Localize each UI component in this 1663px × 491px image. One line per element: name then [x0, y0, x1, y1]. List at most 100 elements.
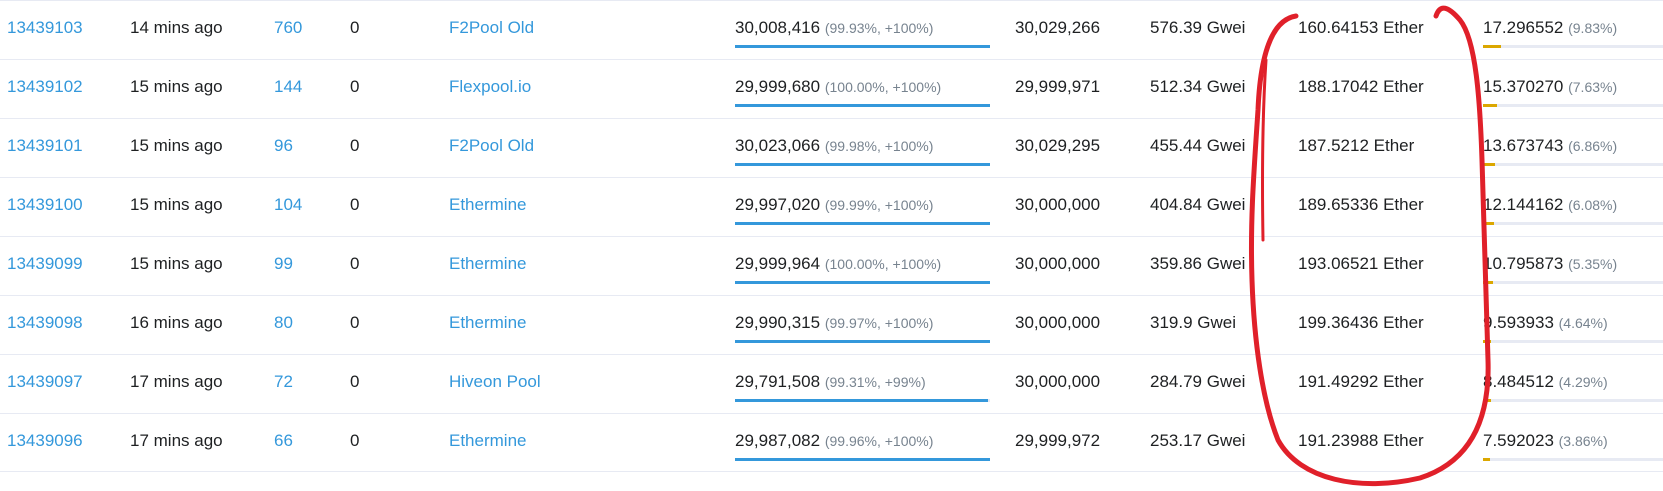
block-number-link[interactable]: 13439098: [7, 313, 83, 332]
gas-limit: 29,999,971: [1015, 77, 1101, 96]
gas-used-bar-fill: [735, 45, 990, 48]
burnt-fees-value: 7.592023: [1483, 431, 1554, 450]
block-reward: 187.5212 Ether: [1298, 136, 1415, 155]
miner-link[interactable]: Flexpool.io: [449, 77, 532, 96]
txn-count-link[interactable]: 760: [274, 18, 303, 37]
burnt-fees: 17.296552 (9.83%): [1483, 18, 1617, 38]
block-reward: 199.36436 Ether: [1298, 313, 1424, 332]
gas-limit: 30,000,000: [1015, 372, 1101, 391]
burnt-fees-bar-fill: [1483, 45, 1501, 48]
burnt-fees-bar-fill: [1483, 399, 1491, 402]
burnt-fees-bar-fill: [1483, 104, 1497, 107]
burnt-fees-bar: [1483, 340, 1663, 343]
table-row: 13439101 15 mins ago 96 0 F2Pool Old 30,…: [0, 118, 1663, 177]
burnt-fees-value: 15.370270: [1483, 77, 1564, 96]
gas-used-bar: [735, 399, 990, 402]
gas-used-bar: [735, 104, 990, 107]
block-age: 16 mins ago: [130, 313, 223, 332]
txn-count-link[interactable]: 104: [274, 195, 303, 214]
burnt-fees-percent: (4.64%): [1558, 315, 1608, 331]
gas-used-percent: (99.99%, +100%): [824, 197, 934, 213]
miner-link[interactable]: Ethermine: [449, 195, 527, 214]
burnt-fees: 10.795873 (5.35%): [1483, 254, 1617, 274]
gas-used-value: 29,999,680: [735, 77, 821, 96]
gas-used-percent: (99.97%, +100%): [824, 315, 934, 331]
block-number-link[interactable]: 13439097: [7, 372, 83, 391]
gas-used: 29,999,964 (100.00%, +100%): [735, 254, 941, 274]
block-number-link[interactable]: 13439100: [7, 195, 83, 214]
burnt-fees: 7.592023 (3.86%): [1483, 431, 1608, 451]
gas-used-value: 30,008,416: [735, 18, 821, 37]
burnt-fees: 8.484512 (4.29%): [1483, 372, 1608, 392]
burnt-fees-percent: (5.35%): [1568, 256, 1618, 272]
base-fee: 319.9 Gwei: [1150, 313, 1236, 332]
gas-limit: 30,000,000: [1015, 313, 1101, 332]
gas-used-value: 29,997,020: [735, 195, 821, 214]
gas-used-value: 30,023,066: [735, 136, 821, 155]
base-fee: 404.84 Gwei: [1150, 195, 1246, 214]
uncles-count: 0: [350, 254, 360, 273]
gas-used-bar: [735, 45, 990, 48]
table-row: 13439100 15 mins ago 104 0 Ethermine 29,…: [0, 177, 1663, 236]
txn-count-link[interactable]: 96: [274, 136, 293, 155]
gas-used-percent: (100.00%, +100%): [824, 256, 942, 272]
txn-count-link[interactable]: 66: [274, 431, 293, 450]
burnt-fees-bar-fill: [1483, 163, 1496, 166]
block-number-link[interactable]: 13439101: [7, 136, 83, 155]
gas-used-bar-fill: [735, 104, 990, 107]
block-age: 15 mins ago: [130, 195, 223, 214]
txn-count-link[interactable]: 80: [274, 313, 293, 332]
gas-used-bar-fill: [735, 399, 989, 402]
burnt-fees-percent: (6.08%): [1568, 197, 1618, 213]
gas-used: 30,008,416 (99.93%, +100%): [735, 18, 933, 38]
gas-used: 29,791,508 (99.31%, +99%): [735, 372, 926, 392]
burnt-fees-bar-fill: [1483, 281, 1493, 284]
block-age: 15 mins ago: [130, 136, 223, 155]
burnt-fees-value: 17.296552: [1483, 18, 1564, 37]
txn-count-link[interactable]: 99: [274, 254, 293, 273]
block-age: 15 mins ago: [130, 254, 223, 273]
base-fee: 455.44 Gwei: [1150, 136, 1246, 155]
miner-link[interactable]: Hiveon Pool: [449, 372, 541, 391]
blocks-table: 13439103 14 mins ago 760 0 F2Pool Old 30…: [0, 0, 1663, 472]
burnt-fees-percent: (4.29%): [1558, 374, 1608, 390]
uncles-count: 0: [350, 195, 360, 214]
uncles-count: 0: [350, 77, 360, 96]
table-row: 13439099 15 mins ago 99 0 Ethermine 29,9…: [0, 236, 1663, 295]
block-reward: 193.06521 Ether: [1298, 254, 1424, 273]
block-reward: 191.49292 Ether: [1298, 372, 1424, 391]
miner-link[interactable]: Ethermine: [449, 431, 527, 450]
burnt-fees-bar-fill: [1483, 458, 1490, 461]
gas-limit: 29,999,972: [1015, 431, 1101, 450]
miner-link[interactable]: Ethermine: [449, 254, 527, 273]
base-fee: 576.39 Gwei: [1150, 18, 1246, 37]
gas-limit: 30,000,000: [1015, 254, 1101, 273]
miner-link[interactable]: Ethermine: [449, 313, 527, 332]
block-age: 17 mins ago: [130, 372, 223, 391]
table-row: 13439098 16 mins ago 80 0 Ethermine 29,9…: [0, 295, 1663, 354]
block-number-link[interactable]: 13439103: [7, 18, 83, 37]
txn-count-link[interactable]: 72: [274, 372, 293, 391]
gas-used-percent: (100.00%, +100%): [824, 79, 942, 95]
burnt-fees-bar: [1483, 163, 1663, 166]
gas-used-bar: [735, 340, 990, 343]
burnt-fees-bar: [1483, 458, 1663, 461]
table-row: 13439097 17 mins ago 72 0 Hiveon Pool 29…: [0, 354, 1663, 413]
miner-link[interactable]: F2Pool Old: [449, 18, 535, 37]
block-number-link[interactable]: 13439096: [7, 431, 83, 450]
burnt-fees-bar-fill: [1483, 340, 1492, 343]
gas-used: 29,990,315 (99.97%, +100%): [735, 313, 933, 333]
block-reward: 189.65336 Ether: [1298, 195, 1424, 214]
base-fee: 253.17 Gwei: [1150, 431, 1246, 450]
txn-count-link[interactable]: 144: [274, 77, 303, 96]
burnt-fees-bar-fill: [1483, 222, 1494, 225]
gas-used-bar: [735, 163, 990, 166]
gas-used-value: 29,999,964: [735, 254, 821, 273]
uncles-count: 0: [350, 18, 360, 37]
miner-link[interactable]: F2Pool Old: [449, 136, 535, 155]
burnt-fees-bar: [1483, 45, 1663, 48]
burnt-fees-value: 8.484512: [1483, 372, 1554, 391]
block-number-link[interactable]: 13439102: [7, 77, 83, 96]
burnt-fees-percent: (6.86%): [1568, 138, 1618, 154]
block-number-link[interactable]: 13439099: [7, 254, 83, 273]
